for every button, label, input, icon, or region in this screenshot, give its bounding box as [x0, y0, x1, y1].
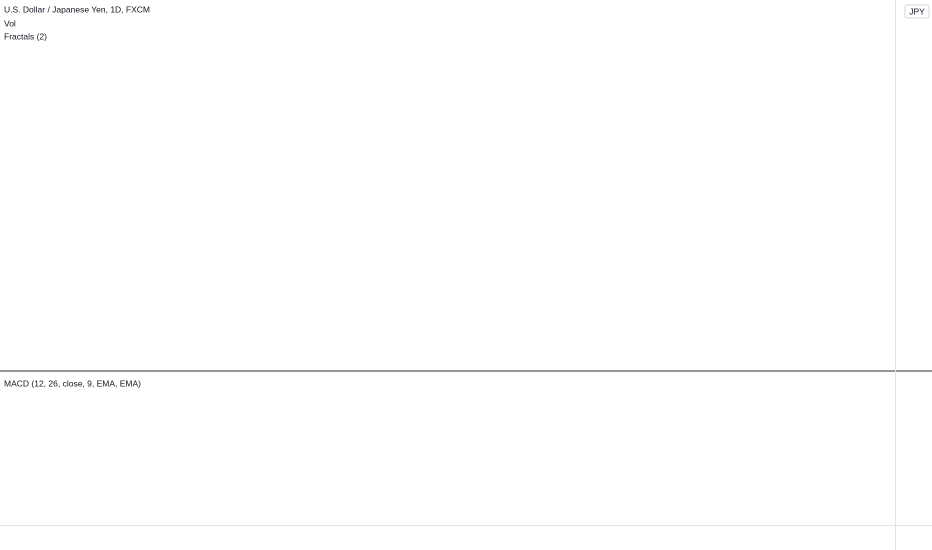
currency-label: JPY — [909, 6, 925, 16]
macd-title: MACD (12, 26, close, 9, EMA, EMA) — [4, 378, 141, 388]
indicator-label: Vol — [4, 18, 16, 28]
indicator-label: Fractals (2) — [4, 31, 47, 41]
symbol-title: U.S. Dollar / Japanese Yen, 1D, FXCM — [4, 4, 150, 14]
currency-box — [904, 4, 930, 19]
